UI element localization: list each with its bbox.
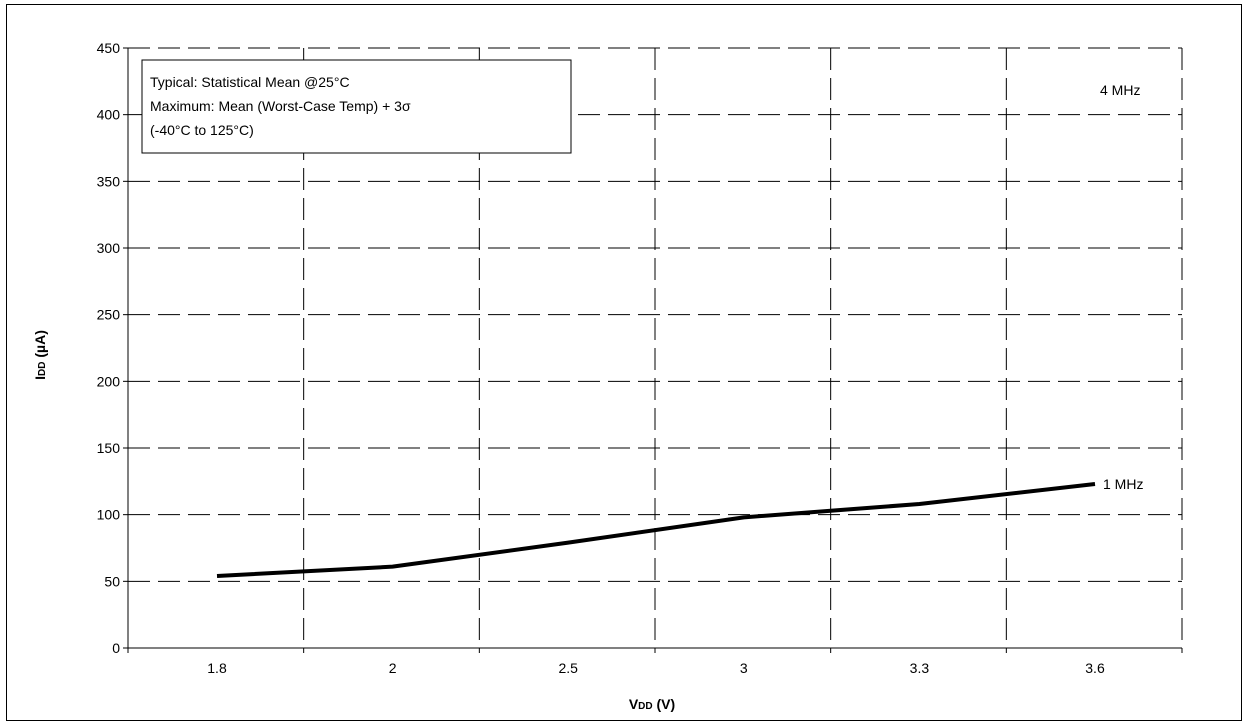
x-tick-label: 2 xyxy=(389,660,397,676)
legend-box-border xyxy=(141,59,572,154)
x-tick-label: 3 xyxy=(740,660,748,676)
y-tick-label: 250 xyxy=(97,307,121,323)
grid-lines xyxy=(128,47,1183,648)
x-tick-label: 1.8 xyxy=(207,660,227,676)
series-label-4mhz: 4 MHz xyxy=(1100,82,1140,98)
y-tick-label: 450 xyxy=(97,40,121,56)
axes xyxy=(123,47,1183,653)
series-line xyxy=(216,482,1096,578)
x-tick-label: 3.3 xyxy=(910,660,930,676)
legend-line-temp-range: (-40°C to 125°C) xyxy=(150,122,254,138)
y-tick-label: 100 xyxy=(97,507,121,523)
legend-line-typical: Typical: Statistical Mean @25°C xyxy=(150,74,350,90)
y-tick-label: 300 xyxy=(97,240,121,256)
line-chart: 0 50 100 150 200 250 300 350 400 450 1.8 2 2.5 3 3.3 3… xyxy=(32,40,1183,712)
y-axis-title: IDD (µA) xyxy=(32,330,48,380)
legend-line-maximum: Maximum: Mean (Worst-Case Temp) + 3σ xyxy=(150,98,411,114)
chart-frame: 0 50 100 150 200 250 300 350 400 450 1.8 2 2.5 3 3.3 3… xyxy=(6,4,1242,721)
series-label-1mhz: 1 MHz xyxy=(1103,476,1143,492)
x-tick-label: 2.5 xyxy=(558,660,578,676)
x-axis-title: VDD (V) xyxy=(629,696,675,712)
y-tick-label: 50 xyxy=(104,573,120,589)
y-tick-label: 350 xyxy=(97,173,121,189)
legend-box: Typical: Statistical Mean @25°C Maximum:… xyxy=(141,59,572,154)
x-tick-labels: 1.8 2 2.5 3 3.3 3.6 xyxy=(207,660,1105,676)
y-tick-label: 0 xyxy=(112,640,120,656)
x-tick-label: 3.6 xyxy=(1085,660,1105,676)
series-labels: 1 MHz 4 MHz xyxy=(1100,82,1143,492)
y-tick-label: 200 xyxy=(97,373,121,389)
y-tick-label: 150 xyxy=(97,440,121,456)
y-tick-labels: 0 50 100 150 200 250 300 350 400 450 xyxy=(97,40,121,656)
y-tick-label: 400 xyxy=(97,107,121,123)
series-lines xyxy=(216,482,1096,578)
